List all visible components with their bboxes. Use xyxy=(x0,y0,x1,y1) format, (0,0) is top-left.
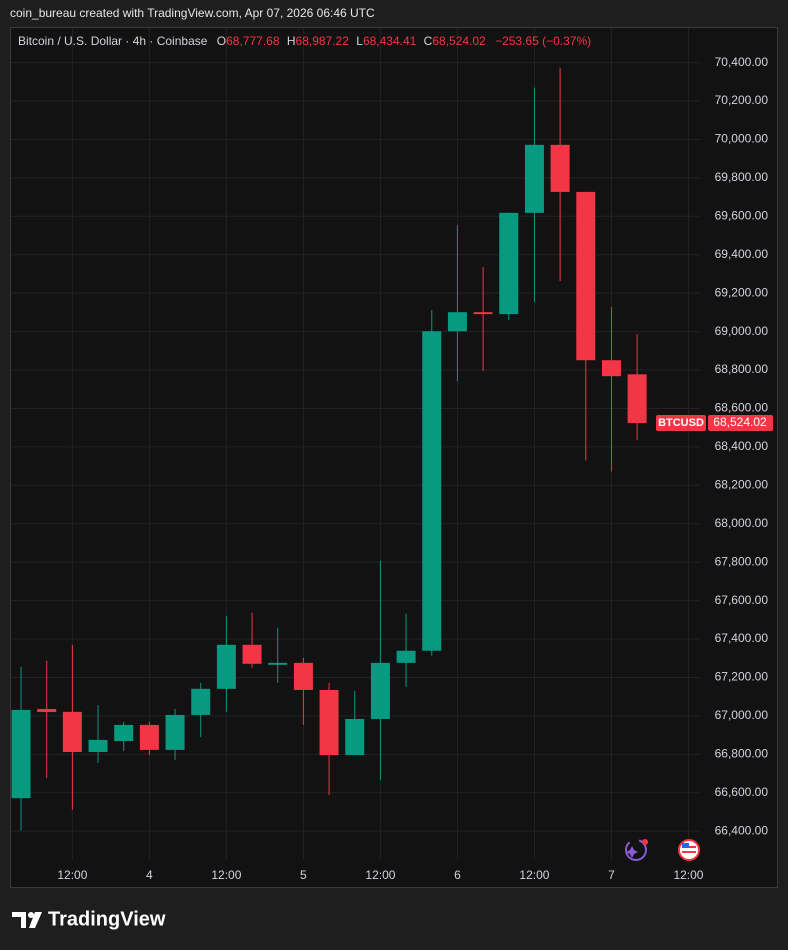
y-tick-label: 68,200.00 xyxy=(715,477,769,491)
x-tick-label: 7 xyxy=(608,868,615,882)
price-tag-bg xyxy=(708,415,773,432)
x-tick-label: 12:00 xyxy=(519,868,549,882)
y-tick-label: 66,600.00 xyxy=(715,785,769,799)
icon xyxy=(625,839,647,861)
ohlc-value: 68,777.68 xyxy=(226,34,280,48)
candle-body xyxy=(524,144,544,213)
y-tick-label: 67,400.00 xyxy=(715,631,769,645)
ohlc-key: C xyxy=(424,34,433,48)
candle-body xyxy=(447,312,467,332)
y-tick-label: 67,800.00 xyxy=(715,554,769,568)
candle-body xyxy=(293,662,313,690)
candle-body xyxy=(576,191,596,361)
y-tick-label: 66,800.00 xyxy=(715,746,769,760)
attribution: coin_bureau created with TradingView.com… xyxy=(10,6,375,20)
candle-body xyxy=(550,144,570,192)
logo-shape xyxy=(12,912,26,928)
ohlc-key: O xyxy=(217,34,226,48)
brand-logo xyxy=(12,912,42,928)
ohlc-value: 68,524.02 xyxy=(432,34,486,48)
y-tick-label: 67,600.00 xyxy=(715,593,769,607)
candle-body xyxy=(601,360,621,377)
x-tick-label: 12:00 xyxy=(673,868,703,882)
ohlc-key: L xyxy=(356,34,363,48)
candle-body xyxy=(88,739,108,753)
ohlc-value: 68,987.22 xyxy=(296,34,350,48)
price-tag-bg xyxy=(656,415,706,432)
y-tick-label: 67,200.00 xyxy=(715,670,769,684)
ohlc-value: 68,434.41 xyxy=(363,34,417,48)
candle-body xyxy=(473,312,493,315)
icon xyxy=(682,843,689,848)
chart-panel xyxy=(10,27,778,888)
candle-body xyxy=(627,374,647,424)
candle-body xyxy=(191,688,211,715)
y-tick-label: 68,800.00 xyxy=(715,362,769,376)
candle-body xyxy=(62,711,82,753)
y-tick-label: 69,800.00 xyxy=(715,170,769,184)
logo-shape xyxy=(28,912,34,918)
candle-body xyxy=(242,644,262,664)
candle-body xyxy=(11,709,31,799)
candle-body xyxy=(114,724,134,742)
icon xyxy=(682,851,696,853)
candle-body xyxy=(165,714,185,750)
y-tick-label: 69,400.00 xyxy=(715,247,769,261)
x-tick-label: 6 xyxy=(454,868,461,882)
x-tick-label: 12:00 xyxy=(57,868,87,882)
candle-body xyxy=(139,724,159,750)
chart-header: Bitcoin / U.S. Dollar · 4h · Coinbase O6… xyxy=(18,34,591,48)
plot: 66,400.00 66,600.00 66,800.00 67,000.00 67,2… xyxy=(11,28,773,882)
candle-body xyxy=(345,718,365,756)
price-tag-symbol: BTCUSD xyxy=(658,417,704,429)
candle-body xyxy=(268,662,288,665)
logo-shape xyxy=(29,912,42,928)
y-tick-label: 69,200.00 xyxy=(715,285,769,299)
price-tag-value: 68,524.02 xyxy=(713,415,767,429)
y-tick-label: 70,400.00 xyxy=(715,55,769,69)
ohlc-key: H xyxy=(287,34,296,48)
y-tick-label: 68,400.00 xyxy=(715,439,769,453)
candle-body xyxy=(216,644,236,689)
y-tick-label: 68,600.00 xyxy=(715,401,769,415)
icon xyxy=(626,846,638,858)
candle-body xyxy=(37,708,57,713)
y-tick-label: 70,200.00 xyxy=(715,93,769,107)
symbol: Bitcoin / U.S. Dollar · 4h · Coinbase xyxy=(18,34,208,48)
y-tick-label: 69,000.00 xyxy=(715,324,769,338)
change: −253.65 (−0.37%) xyxy=(495,34,591,48)
candle-body xyxy=(370,662,390,719)
y-tick-label: 66,400.00 xyxy=(715,823,769,837)
x-tick-label: 12:00 xyxy=(211,868,241,882)
y-tick-label: 67,000.00 xyxy=(715,708,769,722)
x-tick-label: 5 xyxy=(300,868,307,882)
icon xyxy=(642,839,648,845)
x-tick-label: 12:00 xyxy=(365,868,395,882)
icons xyxy=(625,839,700,861)
y-tick-label: 70,000.00 xyxy=(715,132,769,146)
candle-body xyxy=(319,689,339,756)
x-tick-label: 4 xyxy=(146,868,153,882)
y-tick-label: 68,000.00 xyxy=(715,516,769,530)
brand: TradingView xyxy=(48,908,166,930)
candle-body xyxy=(499,212,519,315)
candle-body xyxy=(422,331,442,651)
y-tick-label: 69,600.00 xyxy=(715,208,769,222)
candle-body xyxy=(396,650,416,663)
